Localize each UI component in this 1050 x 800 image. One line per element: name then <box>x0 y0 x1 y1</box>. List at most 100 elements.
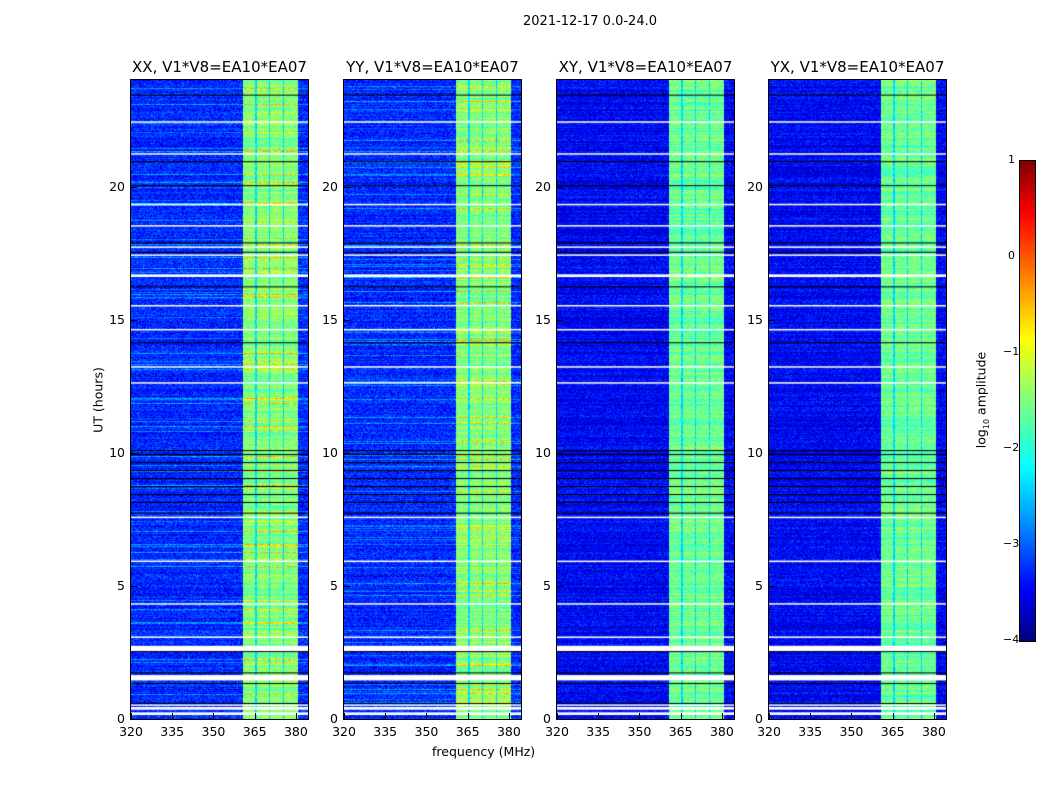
panel-title: XX, V1*V8=EA10*EA07 <box>132 58 307 76</box>
x-tick-label: 335 <box>798 724 823 739</box>
y-tick-label: 5 <box>755 577 763 593</box>
x-tick-label: 365 <box>668 724 693 739</box>
x-tick-label: 350 <box>414 724 439 739</box>
x-tick-label: 335 <box>160 724 185 739</box>
y-tick-mark <box>131 585 137 587</box>
x-tick-mark <box>933 713 935 719</box>
figure-title: 2021-12-17 0.0-24.0 <box>523 14 657 29</box>
x-tick-mark <box>851 713 853 719</box>
x-tick-label: 380 <box>496 724 521 739</box>
x-tick-mark <box>344 713 345 719</box>
y-tick-mark <box>557 719 563 720</box>
x-tick-label: 350 <box>627 724 652 739</box>
spectrogram-panel-1: XX, V1*V8=EA10*EA07 320 335 350 365 380 0 5 10 15… <box>109 58 309 739</box>
axes-frame <box>556 79 735 720</box>
x-tick-label: 320 <box>119 724 143 739</box>
colorbar-tick-label: −1 <box>1003 345 1020 358</box>
x-tick-label: 380 <box>283 724 308 739</box>
y-tick-mark <box>131 719 137 720</box>
y-tick-mark <box>131 186 137 188</box>
axes-frame <box>343 79 522 720</box>
y-tick-mark <box>557 186 563 188</box>
x-tick-mark <box>426 713 428 719</box>
y-tick-mark <box>769 452 775 454</box>
y-tick-label: 20 <box>747 178 763 194</box>
colorbar-label: log10 amplitude <box>973 351 991 449</box>
y-tick-mark <box>344 585 350 587</box>
x-tick-mark <box>213 713 215 719</box>
x-tick-label: 365 <box>455 724 480 739</box>
spectrogram-panel-3: XY, V1*V8=EA10*EA07 320 335 350 365 380 0 5 10 15… <box>535 58 735 739</box>
y-tick-label: 10 <box>322 444 338 460</box>
colorbar-tick-label: −3 <box>1003 537 1020 550</box>
x-tick-mark <box>721 713 723 719</box>
x-tick-label: 350 <box>839 724 864 739</box>
x-tick-mark <box>295 713 297 719</box>
y-tick-label: 5 <box>117 577 125 593</box>
y-tick-label: 15 <box>747 311 763 327</box>
spectrogram-panel-2: YY, V1*V8=EA10*EA07 320 335 350 365 380 0 5 10 15… <box>322 58 522 739</box>
x-tick-mark <box>892 713 894 719</box>
spectrogram-heatmap <box>769 80 946 719</box>
x-tick-mark <box>467 713 469 719</box>
y-tick-label: 20 <box>109 178 125 194</box>
x-tick-label: 335 <box>586 724 611 739</box>
spectrogram-panel-4: YX, V1*V8=EA10*EA07 320 335 350 365 380 0 5 10 15… <box>747 58 947 739</box>
y-tick-mark <box>344 719 350 720</box>
x-tick-mark <box>508 713 510 719</box>
x-tick-mark <box>680 713 682 719</box>
x-tick-mark <box>131 713 132 719</box>
y-tick-mark <box>344 186 350 188</box>
colorbar <box>1019 160 1036 642</box>
x-tick-label: 365 <box>242 724 267 739</box>
y-tick-label: 0 <box>330 711 338 726</box>
x-tick-mark <box>254 713 256 719</box>
colorbar-tick-label: −4 <box>1003 633 1020 646</box>
y-tick-mark <box>769 585 775 587</box>
x-tick-mark <box>810 713 812 719</box>
panel-title: XY, V1*V8=EA10*EA07 <box>558 58 733 76</box>
x-tick-label: 335 <box>373 724 398 739</box>
y-tick-mark <box>769 319 775 321</box>
x-tick-mark <box>639 713 641 719</box>
panel-title: YY, V1*V8=EA10*EA07 <box>346 58 519 76</box>
x-tick-label: 320 <box>332 724 356 739</box>
y-tick-label: 5 <box>543 577 551 593</box>
y-tick-mark <box>557 319 563 321</box>
spectrogram-heatmap <box>557 80 734 719</box>
y-tick-mark <box>557 452 563 454</box>
x-tick-label: 380 <box>709 724 734 739</box>
y-tick-mark <box>557 585 563 587</box>
y-tick-label: 5 <box>330 577 338 593</box>
x-tick-label: 320 <box>545 724 569 739</box>
x-tick-label: 320 <box>757 724 781 739</box>
y-tick-mark <box>344 452 350 454</box>
axes-frame <box>130 79 309 720</box>
y-tick-label: 0 <box>755 711 763 726</box>
y-tick-mark <box>131 452 137 454</box>
spectrogram-heatmap <box>131 80 308 719</box>
y-tick-label: 20 <box>535 178 551 194</box>
y-tick-label: 15 <box>535 311 551 327</box>
y-tick-mark <box>344 319 350 321</box>
x-tick-mark <box>557 713 558 719</box>
y-tick-label: 0 <box>543 711 551 726</box>
x-tick-label: 380 <box>921 724 946 739</box>
y-axis-label: UT (hours) <box>90 367 106 433</box>
x-axis-label: frequency (MHz) <box>432 744 536 759</box>
y-tick-label: 20 <box>322 178 338 194</box>
x-tick-mark <box>385 713 387 719</box>
colorbar-tick-label: −2 <box>1003 441 1020 454</box>
y-tick-label: 15 <box>322 311 338 327</box>
x-tick-mark <box>172 713 174 719</box>
x-tick-mark <box>598 713 600 719</box>
y-tick-mark <box>769 719 775 720</box>
x-tick-label: 350 <box>201 724 226 739</box>
y-tick-label: 10 <box>747 444 763 460</box>
y-tick-mark <box>131 319 137 321</box>
y-tick-label: 0 <box>117 711 125 726</box>
y-tick-mark <box>769 186 775 188</box>
axes-frame <box>768 79 947 720</box>
x-tick-mark <box>769 713 770 719</box>
